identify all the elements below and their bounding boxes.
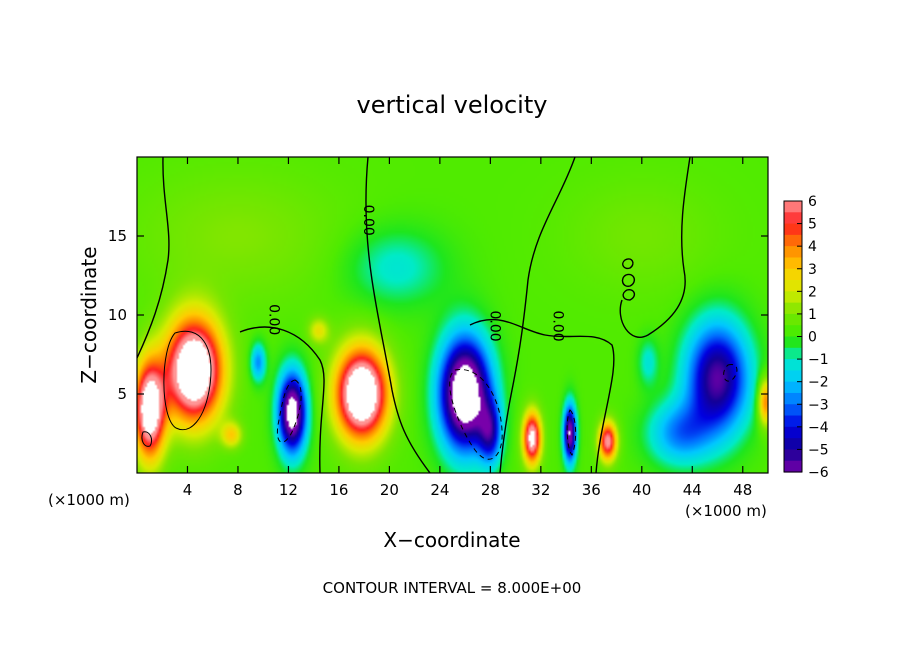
colorbar-tick-label: −4 bbox=[808, 420, 829, 436]
contour-label: 0.00 bbox=[360, 205, 376, 236]
negative-core-12 bbox=[276, 379, 302, 443]
colorbar-segment bbox=[784, 381, 802, 394]
colorbar-tick-label: 6 bbox=[808, 194, 817, 210]
contour-labels: 0.00 0.00 0.00 0.00 bbox=[266, 205, 566, 342]
small-loops-39 bbox=[621, 258, 636, 301]
colorbar-tick-label: 0 bbox=[808, 330, 817, 346]
x-tick-label: 40 bbox=[632, 481, 651, 499]
y-axis: 5 10 15 bbox=[108, 227, 768, 403]
colorbar-segment bbox=[784, 201, 802, 213]
colorbar-tick-label: −3 bbox=[808, 397, 829, 413]
colorbar-tick-label: 5 bbox=[808, 217, 817, 233]
y-tick-label: 10 bbox=[108, 306, 127, 324]
colorbar-segment bbox=[784, 268, 802, 281]
x-tick-label: 28 bbox=[481, 481, 500, 499]
colorbar-tick-label: −6 bbox=[808, 465, 829, 481]
x-unit-left: (×1000 m) bbox=[48, 491, 130, 509]
x-tick-label: 32 bbox=[531, 481, 550, 499]
x-tick-label: 36 bbox=[582, 481, 601, 499]
colorbar-tick-label: −1 bbox=[808, 352, 829, 368]
colorbar-segment bbox=[784, 415, 802, 428]
zero-contour-mid bbox=[365, 157, 431, 473]
colorbar-segment bbox=[784, 325, 802, 338]
x-tick-label: 16 bbox=[329, 481, 348, 499]
y-tick-label: 15 bbox=[108, 227, 127, 245]
colorbar-tick-label: 3 bbox=[808, 262, 817, 278]
colorbar-segment bbox=[784, 438, 802, 451]
x-tick-label: 20 bbox=[380, 481, 399, 499]
x-tick-label: 4 bbox=[183, 481, 193, 499]
zero-contour-right bbox=[619, 157, 691, 338]
colorbar-segment bbox=[784, 212, 802, 225]
colorbar-segment bbox=[784, 223, 802, 236]
x-unit-right: (×1000 m) bbox=[685, 502, 767, 520]
x-axis: 4 8 12 16 20 24 28 32 36 40 44 48 bbox=[183, 157, 752, 499]
negative-core-46 bbox=[723, 363, 738, 382]
colorbar-segment bbox=[784, 460, 802, 473]
colorbar-segment bbox=[784, 404, 802, 417]
colorbar-segment bbox=[784, 234, 802, 247]
x-tick-label: 8 bbox=[233, 481, 243, 499]
colorbar: 6 5 4 3 2 1 0 −1 −2 −3 −4 −5 −6 bbox=[783, 194, 829, 481]
y-axis-label: Z−coordinate bbox=[77, 246, 101, 383]
contour-lines bbox=[137, 157, 738, 473]
x-tick-label: 48 bbox=[733, 481, 752, 499]
white-core-left-small bbox=[141, 431, 153, 447]
zero-contour-center bbox=[499, 157, 576, 473]
colorbar-tick-label: 1 bbox=[808, 307, 817, 323]
contour-label: 0.00 bbox=[266, 304, 282, 335]
colorbar-segment bbox=[784, 336, 802, 349]
colorbar-segment bbox=[784, 291, 802, 304]
x-tick-label: 44 bbox=[683, 481, 702, 499]
negative-core-34 bbox=[566, 409, 577, 456]
colorbar-segment bbox=[784, 392, 802, 405]
colorbar-segment bbox=[784, 359, 802, 371]
negative-core-27 bbox=[449, 369, 503, 460]
colorbar-segment bbox=[784, 426, 802, 439]
colorbar-segment bbox=[784, 280, 802, 292]
zero-contour-left bbox=[137, 157, 170, 359]
y-tick-label: 5 bbox=[117, 385, 127, 403]
contour-interval-note: CONTOUR INTERVAL = 8.000E+00 bbox=[323, 579, 582, 597]
colorbar-tick-label: −2 bbox=[808, 375, 829, 391]
colorbar-segment bbox=[784, 313, 802, 326]
x-axis-label: X−coordinate bbox=[383, 528, 520, 552]
colorbar-segment bbox=[784, 302, 802, 315]
colorbar-segment bbox=[784, 257, 802, 270]
white-core-left bbox=[163, 330, 212, 431]
x-tick-label: 24 bbox=[430, 481, 449, 499]
contour-label: 0.00 bbox=[549, 310, 565, 341]
colorbar-segment bbox=[784, 370, 802, 383]
zero-contour-inner-1 bbox=[239, 326, 325, 473]
colorbar-segment bbox=[784, 246, 802, 259]
x-tick-label: 12 bbox=[279, 481, 298, 499]
chart-title: vertical velocity bbox=[357, 91, 548, 119]
colorbar-segment bbox=[784, 449, 802, 462]
velocity-field-image bbox=[137, 157, 768, 473]
velocity-field bbox=[137, 157, 768, 473]
zero-contour-inner-2 bbox=[469, 318, 615, 473]
colorbar-tick-label: −5 bbox=[808, 442, 829, 458]
colorbar-segment bbox=[784, 347, 802, 360]
contour-label: 0.00 bbox=[486, 310, 502, 341]
colorbar-tick-label: 4 bbox=[808, 239, 817, 255]
colorbar-tick-label: 2 bbox=[808, 284, 817, 300]
